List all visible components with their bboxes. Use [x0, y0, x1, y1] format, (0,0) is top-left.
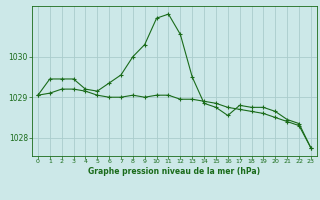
X-axis label: Graphe pression niveau de la mer (hPa): Graphe pression niveau de la mer (hPa) — [88, 167, 260, 176]
